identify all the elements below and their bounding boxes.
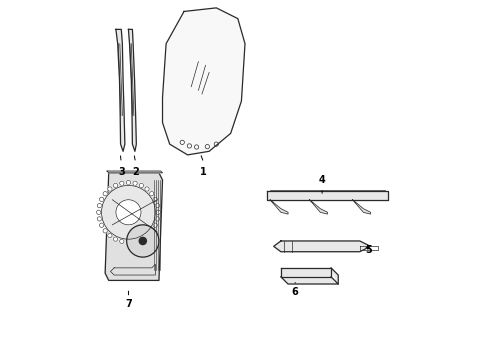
Polygon shape	[331, 268, 338, 284]
Polygon shape	[281, 268, 331, 277]
Circle shape	[145, 187, 149, 191]
Circle shape	[97, 210, 101, 215]
Text: 5: 5	[366, 245, 372, 255]
Circle shape	[139, 237, 147, 244]
Polygon shape	[310, 200, 327, 214]
Polygon shape	[128, 30, 136, 151]
Circle shape	[126, 240, 131, 244]
Text: 2: 2	[132, 167, 139, 177]
Circle shape	[108, 233, 112, 238]
Circle shape	[103, 229, 107, 233]
Circle shape	[113, 237, 118, 241]
Circle shape	[116, 200, 141, 225]
Circle shape	[108, 187, 112, 191]
Circle shape	[99, 197, 104, 202]
Circle shape	[139, 237, 144, 241]
Circle shape	[153, 223, 157, 228]
Circle shape	[113, 183, 118, 188]
Circle shape	[145, 233, 149, 238]
Text: 3: 3	[118, 167, 124, 177]
Polygon shape	[274, 241, 370, 252]
Circle shape	[149, 229, 154, 233]
Circle shape	[120, 181, 124, 185]
Text: 4: 4	[318, 175, 325, 185]
Circle shape	[126, 180, 131, 185]
Circle shape	[98, 203, 101, 208]
Polygon shape	[116, 30, 125, 151]
Circle shape	[126, 225, 159, 257]
Circle shape	[101, 185, 155, 239]
Circle shape	[149, 192, 154, 196]
Circle shape	[153, 197, 157, 202]
Text: 1: 1	[200, 167, 207, 177]
Circle shape	[133, 239, 137, 243]
Circle shape	[103, 192, 107, 196]
Polygon shape	[270, 200, 288, 214]
Circle shape	[133, 181, 137, 185]
Circle shape	[98, 217, 101, 221]
Circle shape	[99, 223, 104, 228]
Polygon shape	[105, 173, 163, 280]
Polygon shape	[353, 200, 370, 214]
Circle shape	[156, 210, 160, 215]
Circle shape	[139, 183, 144, 188]
Circle shape	[155, 217, 160, 221]
Text: 6: 6	[292, 287, 298, 297]
Polygon shape	[267, 191, 389, 200]
Polygon shape	[281, 277, 338, 284]
Polygon shape	[107, 171, 163, 173]
Polygon shape	[163, 8, 245, 155]
Text: 7: 7	[125, 299, 132, 309]
Circle shape	[120, 239, 124, 243]
Circle shape	[155, 203, 160, 208]
